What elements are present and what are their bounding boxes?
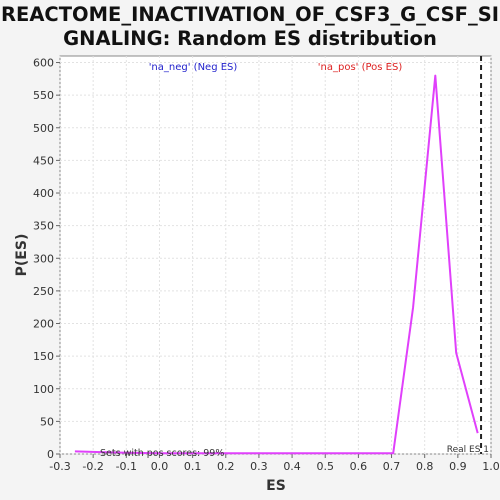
chart-title-line-2: GNALING: Random ES distribution <box>63 27 437 50</box>
real-es-label: Real ES 1 <box>447 445 489 455</box>
x-tick-label: 0.1 <box>184 460 202 473</box>
x-tick-label: 0.5 <box>316 460 334 473</box>
x-tick-label: 0.9 <box>449 460 467 473</box>
x-tick-label: 0.6 <box>350 460 368 473</box>
x-tick-label: 0.7 <box>383 460 401 473</box>
x-tick-label: 0.8 <box>416 460 434 473</box>
pos-scores-annotation: Sets with pos scores: 99% <box>100 448 224 459</box>
y-tick-label: 250 <box>33 285 54 298</box>
legend-entry-pos: 'na_pos' (Pos ES) <box>318 62 403 73</box>
y-tick-label: 600 <box>33 57 54 70</box>
x-tick-label: -0.1 <box>116 460 137 473</box>
chart-title: REACTOME_INACTIVATION_OF_CSF3_G_CSF_SI G… <box>0 0 500 57</box>
y-tick-label: 200 <box>33 318 54 331</box>
x-axis-label: ES <box>266 478 286 494</box>
x-tick-label: 0.0 <box>151 460 169 473</box>
y-axis-ticks: 0 50 100 150 200 250 300 350 400 450 500 550 600 <box>33 57 60 461</box>
x-tick-label: -0.3 <box>49 460 70 473</box>
x-tick-label: -0.2 <box>82 460 103 473</box>
chart-title-line-1: REACTOME_INACTIVATION_OF_CSF3_G_CSF_SI <box>0 3 500 26</box>
es-distribution-line <box>74 74 479 455</box>
x-axis-ticks: -0.3 -0.2 -0.1 0.0 0.1 0.2 0.3 0.4 0.5 0.6 0.7 0.8 0… <box>49 454 500 473</box>
y-tick-label: 500 <box>33 122 54 135</box>
y-tick-label: 300 <box>33 252 54 265</box>
y-tick-label: 50 <box>40 415 54 428</box>
y-tick-label: 0 <box>47 448 54 461</box>
x-tick-label: 0.4 <box>283 460 301 473</box>
y-tick-label: 100 <box>33 383 54 396</box>
y-tick-label: 450 <box>33 154 54 167</box>
x-tick-label: 1.0 <box>482 460 500 473</box>
y-tick-label: 350 <box>33 220 54 233</box>
plot-area <box>59 55 492 455</box>
x-tick-label: 0.3 <box>250 460 268 473</box>
y-tick-label: 550 <box>33 89 54 102</box>
series-layer <box>74 74 479 455</box>
y-tick-label: 150 <box>33 350 54 363</box>
y-axis-label: P(ES) <box>14 234 30 277</box>
x-tick-label: 0.2 <box>217 460 235 473</box>
legend-entry-neg: 'na_neg' (Neg ES) <box>149 62 238 73</box>
y-tick-label: 400 <box>33 187 54 200</box>
